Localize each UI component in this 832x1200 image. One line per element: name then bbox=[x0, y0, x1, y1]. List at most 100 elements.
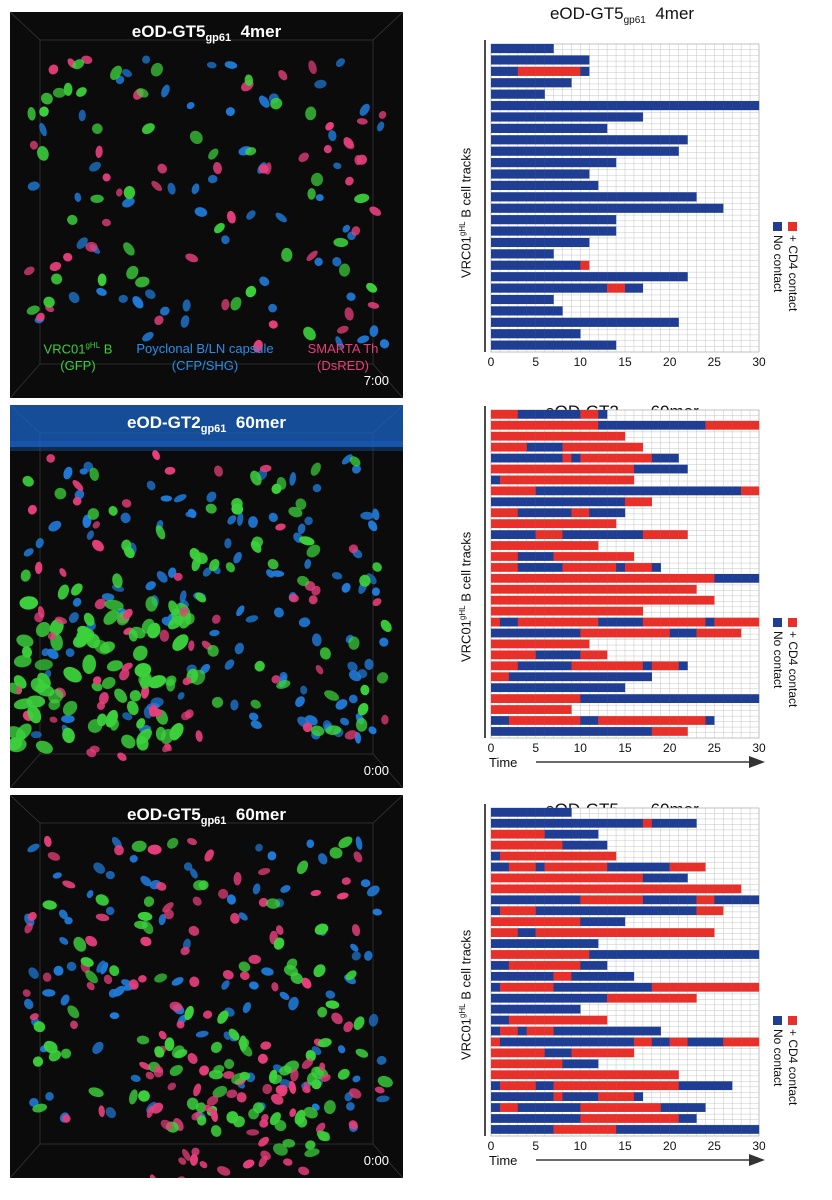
cell bbox=[367, 302, 380, 309]
contact-segment bbox=[633, 574, 644, 583]
contact-segment bbox=[616, 993, 626, 1003]
contact-segment bbox=[660, 628, 670, 638]
cell bbox=[348, 694, 358, 704]
no-contact-segment bbox=[544, 146, 554, 156]
cell bbox=[312, 483, 322, 493]
cell-track bbox=[491, 672, 652, 682]
contact-segment bbox=[669, 982, 679, 992]
contact-segment bbox=[669, 595, 679, 605]
contact-segment bbox=[651, 1081, 661, 1091]
no-contact-segment bbox=[499, 306, 510, 316]
contact-segment bbox=[705, 595, 715, 605]
no-contact-segment bbox=[669, 895, 679, 905]
no-contact-segment bbox=[526, 135, 536, 145]
no-contact-segment bbox=[642, 464, 652, 474]
contact-segment bbox=[526, 862, 536, 872]
contact-segment bbox=[714, 628, 724, 638]
contact-segment bbox=[553, 950, 563, 959]
cell-track bbox=[491, 89, 545, 99]
contact-segment bbox=[499, 552, 510, 561]
contact-segment bbox=[517, 829, 527, 839]
no-contact-segment bbox=[580, 112, 590, 122]
no-contact-segment bbox=[589, 101, 599, 111]
cell bbox=[121, 539, 132, 551]
contact-segment bbox=[508, 442, 518, 452]
contact-segment bbox=[571, 862, 581, 872]
no-contact-segment bbox=[732, 101, 742, 111]
no-contact-segment bbox=[526, 453, 536, 463]
no-contact-segment bbox=[723, 1081, 733, 1091]
cell bbox=[187, 508, 197, 519]
contact-segment bbox=[491, 410, 501, 419]
no-contact-segment bbox=[562, 112, 572, 122]
contact-segment bbox=[553, 961, 563, 970]
no-contact-segment bbox=[544, 939, 554, 948]
no-contact-segment bbox=[508, 78, 518, 88]
cell bbox=[351, 464, 362, 474]
x-tick-label: 30 bbox=[752, 1139, 766, 1153]
contact-segment bbox=[651, 928, 661, 938]
contact-segment bbox=[508, 862, 518, 872]
panel-title: eOD-GT5gp61 60mer bbox=[127, 805, 286, 827]
no-contact-segment bbox=[491, 158, 501, 168]
contact-segment bbox=[669, 993, 679, 1003]
no-contact-segment bbox=[598, 672, 608, 682]
no-contact-segment bbox=[526, 272, 536, 282]
cell bbox=[188, 640, 195, 652]
no-contact-segment bbox=[598, 215, 608, 225]
cell bbox=[210, 1108, 218, 1123]
no-contact-segment bbox=[571, 226, 581, 236]
no-contact-segment bbox=[571, 939, 581, 948]
cell bbox=[213, 162, 222, 175]
contact-segment bbox=[562, 453, 572, 463]
no-contact-segment bbox=[598, 272, 608, 282]
contact-segment bbox=[526, 982, 536, 992]
no-contact-segment bbox=[553, 260, 563, 270]
no-contact-segment bbox=[589, 317, 599, 327]
no-contact-segment bbox=[589, 112, 599, 122]
no-contact-segment bbox=[499, 226, 510, 236]
cell bbox=[42, 900, 57, 910]
no-contact-segment bbox=[553, 226, 563, 236]
contact-segment bbox=[491, 873, 501, 883]
no-contact-segment bbox=[553, 1114, 563, 1123]
no-contact-segment bbox=[491, 818, 501, 828]
cell bbox=[149, 1174, 158, 1178]
contact-segment bbox=[553, 873, 563, 883]
cell bbox=[35, 683, 55, 697]
cell bbox=[13, 698, 33, 710]
no-contact-segment bbox=[508, 808, 518, 817]
contact-segment bbox=[526, 464, 536, 474]
contact-segment bbox=[499, 840, 510, 850]
no-contact-segment bbox=[687, 192, 697, 202]
timestamp: 0:00 bbox=[363, 1153, 389, 1168]
no-contact-segment bbox=[589, 1026, 599, 1036]
cell bbox=[35, 740, 53, 754]
contact-segment bbox=[508, 519, 518, 529]
no-contact-segment bbox=[517, 563, 527, 572]
cell bbox=[94, 598, 107, 610]
cell bbox=[209, 559, 220, 572]
no-contact-segment bbox=[607, 420, 617, 430]
cell-track bbox=[491, 650, 608, 660]
y-axis-label: VRC01gHL B cell tracks bbox=[458, 147, 474, 278]
cell bbox=[239, 1071, 251, 1081]
no-contact-segment bbox=[732, 694, 742, 704]
contact-segment bbox=[508, 639, 518, 649]
no-contact-segment bbox=[491, 628, 501, 638]
no-contact-segment bbox=[651, 453, 661, 463]
no-contact-segment bbox=[580, 272, 590, 282]
cell bbox=[137, 911, 153, 921]
no-contact-segment bbox=[517, 169, 527, 179]
no-contact-segment bbox=[616, 486, 626, 496]
cell bbox=[42, 989, 56, 997]
no-contact-segment bbox=[580, 1059, 590, 1069]
contact-segment bbox=[616, 464, 626, 474]
no-contact-segment bbox=[553, 192, 563, 202]
no-contact-segment bbox=[499, 818, 510, 828]
no-contact-segment bbox=[616, 982, 626, 992]
cell bbox=[376, 1095, 390, 1103]
contact-segment bbox=[562, 917, 572, 927]
no-contact-segment bbox=[607, 694, 617, 704]
no-contact-segment bbox=[491, 1114, 501, 1123]
